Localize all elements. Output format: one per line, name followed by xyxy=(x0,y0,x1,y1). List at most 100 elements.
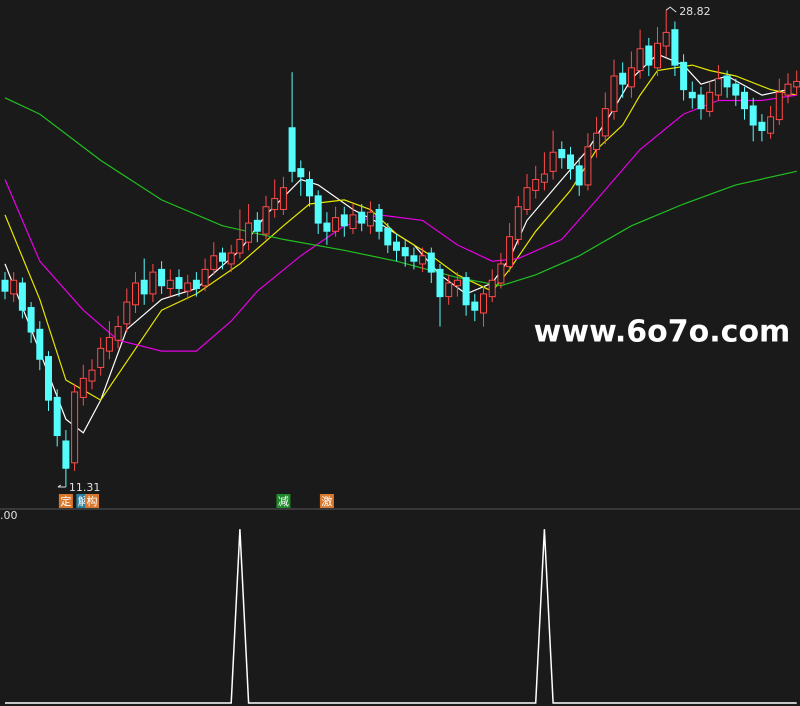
candle-body xyxy=(636,48,644,72)
candle-body xyxy=(97,347,105,368)
signal-label: 激 xyxy=(321,494,332,508)
candle-body xyxy=(53,396,61,437)
candle-body xyxy=(210,255,218,270)
candle-body xyxy=(297,168,305,178)
candle-body xyxy=(62,440,70,469)
candle-body xyxy=(419,255,427,265)
min-label: 11.31 xyxy=(69,481,101,494)
candle-body xyxy=(758,121,766,131)
candle-body xyxy=(323,222,331,232)
candle-body xyxy=(306,179,313,197)
candle-body xyxy=(375,208,383,232)
ma-line xyxy=(4,97,797,287)
candle-body xyxy=(471,301,479,311)
candle-body xyxy=(271,198,279,210)
candle-body xyxy=(645,45,653,66)
candle-body xyxy=(680,61,688,91)
signal-label: 定 xyxy=(60,494,71,508)
signal-box xyxy=(58,494,73,508)
candle-body xyxy=(784,83,792,96)
candle-body xyxy=(393,241,400,251)
candle-body xyxy=(349,214,357,230)
candle-body xyxy=(132,282,139,306)
candle-body xyxy=(627,67,635,88)
candle-body xyxy=(749,105,757,126)
candle-body xyxy=(619,72,627,85)
candle-body xyxy=(427,252,435,273)
signal-box xyxy=(319,494,334,508)
candle-body xyxy=(506,236,514,268)
candle-body xyxy=(540,173,548,183)
candle-body xyxy=(488,279,496,298)
candle-body xyxy=(366,211,374,227)
candle-body xyxy=(27,307,35,333)
candle-body xyxy=(741,91,748,110)
watermark: www.6o7o.com xyxy=(534,315,791,350)
candle-body xyxy=(662,31,670,47)
candle-body xyxy=(227,252,235,265)
candle-body xyxy=(18,282,26,311)
candle-body xyxy=(523,187,531,210)
candle-body xyxy=(88,369,96,382)
signal-label: 构 xyxy=(87,494,98,508)
signal-label: 解 xyxy=(78,494,89,508)
candle-body xyxy=(436,268,444,298)
signal-box xyxy=(85,494,99,508)
candle-body xyxy=(184,282,192,292)
candle-body xyxy=(36,328,44,360)
candle-body xyxy=(332,217,340,232)
candle-body xyxy=(723,75,731,88)
candle-body xyxy=(219,252,226,262)
candle-body xyxy=(158,268,166,287)
candle-body xyxy=(497,263,505,284)
candle-body xyxy=(775,91,783,121)
max-label: 28.82 xyxy=(679,5,711,18)
candle-body xyxy=(714,78,722,96)
candle-body xyxy=(567,154,574,170)
signal-line xyxy=(5,529,797,704)
candle-body xyxy=(314,195,322,224)
candle-body xyxy=(105,336,113,352)
candle-body xyxy=(279,187,287,210)
candle-body xyxy=(584,146,592,186)
candle-body xyxy=(671,29,679,66)
candle-body xyxy=(384,228,392,246)
candle-body xyxy=(1,279,9,292)
candle-body xyxy=(610,75,618,112)
candle-body xyxy=(462,277,470,306)
candle-body xyxy=(480,293,487,314)
candle-body xyxy=(253,219,261,232)
candle-body xyxy=(236,238,244,254)
candle-body xyxy=(767,116,775,134)
candle-body xyxy=(123,301,131,325)
candle-body xyxy=(706,91,714,112)
candle-body xyxy=(140,279,148,295)
candle-body xyxy=(340,214,348,227)
candle-body xyxy=(453,279,461,287)
candle-body xyxy=(410,255,418,262)
candle-body xyxy=(793,80,800,88)
candle-body xyxy=(114,326,122,341)
candle-body xyxy=(445,282,453,298)
candle-body xyxy=(558,149,566,159)
candle-body xyxy=(192,279,200,289)
candle-body xyxy=(262,206,270,235)
ma-line xyxy=(4,94,797,352)
candle-body xyxy=(697,94,705,110)
candle-body xyxy=(175,277,183,289)
candle-body xyxy=(532,179,540,191)
candle-body xyxy=(688,91,696,99)
candle-body xyxy=(149,271,157,295)
candle-body xyxy=(401,247,409,257)
candle-body xyxy=(201,268,209,287)
candle-body xyxy=(79,377,87,398)
candle-body xyxy=(601,108,609,137)
candle-body xyxy=(654,42,661,69)
candle-body xyxy=(549,151,557,172)
signal-label: 减 xyxy=(278,495,289,508)
candle-body xyxy=(71,391,79,464)
candle-body xyxy=(45,356,52,401)
